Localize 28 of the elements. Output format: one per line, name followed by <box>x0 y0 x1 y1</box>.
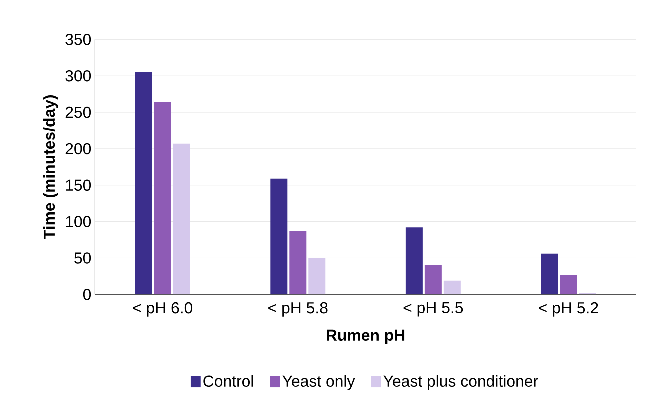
bar <box>270 178 288 295</box>
y-tick-label: 50 <box>74 252 92 264</box>
y-tick-label: 100 <box>66 216 92 228</box>
legend-label: Yeast plus conditioner <box>384 375 538 390</box>
bar <box>290 231 307 295</box>
bar <box>173 144 190 295</box>
y-tick-label: 150 <box>66 180 92 192</box>
bar <box>308 258 326 295</box>
x-tick-label: < pH 5.8 <box>268 302 328 317</box>
x-axis-title: Rumen pH <box>327 330 405 344</box>
bar <box>424 266 442 295</box>
bar <box>444 280 461 295</box>
x-tick-label: < pH 6.0 <box>133 302 193 317</box>
bar <box>560 275 578 295</box>
bar <box>406 228 423 295</box>
legend-label: Yeast only <box>282 375 356 390</box>
y-tick-label: 200 <box>66 143 92 155</box>
y-tick-label: 0 <box>83 289 92 300</box>
bar <box>541 254 558 295</box>
legend-label: Control <box>204 375 254 388</box>
bar <box>154 102 172 295</box>
y-axis-title: Time (minutes/day) <box>43 96 58 240</box>
bar <box>135 72 152 295</box>
y-tick-label: 300 <box>66 70 92 82</box>
y-tick-label: 350 <box>66 34 92 46</box>
x-tick-label: < pH 5.2 <box>539 302 598 317</box>
x-tick-label: < pH 5.5 <box>404 302 464 317</box>
y-tick-label: 250 <box>66 106 92 118</box>
